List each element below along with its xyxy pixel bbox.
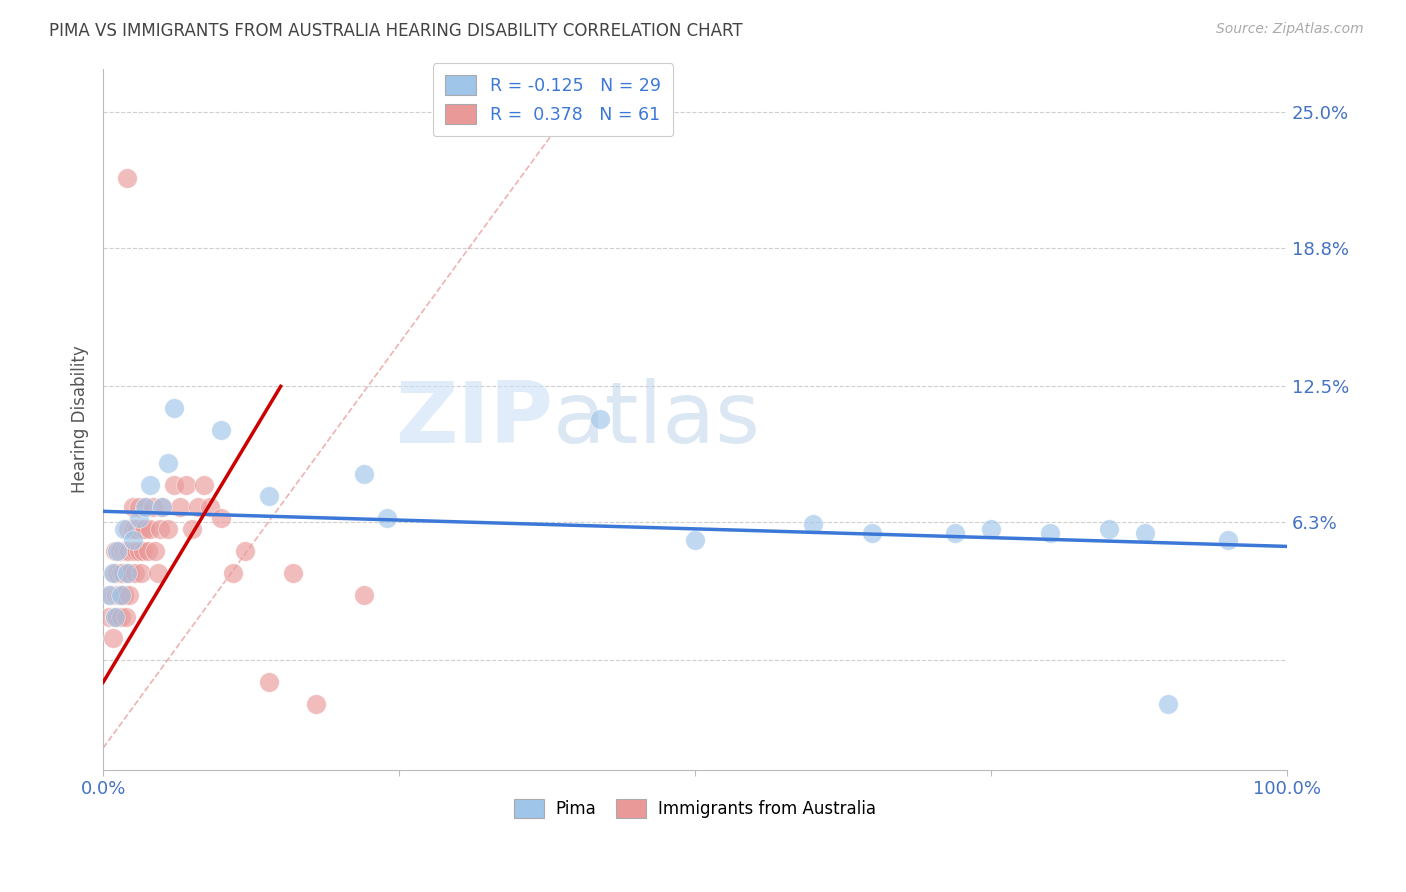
Point: [124, 566, 146, 580]
Point: [169, 500, 191, 514]
Point: [105, 588, 128, 602]
Point: [375, 511, 398, 525]
Point: [110, 588, 132, 602]
Text: Source: ZipAtlas.com: Source: ZipAtlas.com: [1216, 22, 1364, 37]
Point: [110, 609, 132, 624]
Point: [353, 588, 375, 602]
Y-axis label: Hearing Disability: Hearing Disability: [72, 345, 89, 493]
Point: [136, 543, 159, 558]
Point: [129, 566, 152, 580]
Point: [115, 171, 138, 186]
Point: [114, 522, 136, 536]
Point: [211, 423, 233, 437]
Point: [125, 543, 148, 558]
Point: [980, 522, 1002, 536]
Point: [128, 500, 150, 514]
Point: [1216, 533, 1239, 547]
Point: [305, 698, 328, 712]
Point: [193, 478, 215, 492]
Point: [128, 543, 150, 558]
Point: [101, 566, 124, 580]
Point: [281, 566, 304, 580]
Point: [104, 543, 127, 558]
Point: [157, 522, 180, 536]
Point: [163, 478, 186, 492]
Point: [257, 675, 280, 690]
Point: [1133, 526, 1156, 541]
Point: [1098, 522, 1121, 536]
Point: [143, 543, 166, 558]
Point: [233, 543, 256, 558]
Point: [150, 500, 173, 514]
Point: [589, 412, 612, 426]
Point: [198, 500, 221, 514]
Point: [101, 632, 124, 646]
Point: [222, 566, 245, 580]
Point: [100, 588, 122, 602]
Point: [142, 500, 165, 514]
Point: [107, 588, 129, 602]
Point: [157, 456, 180, 470]
Point: [98, 609, 121, 624]
Point: [115, 543, 138, 558]
Point: [114, 609, 136, 624]
Point: [121, 543, 143, 558]
Point: [98, 588, 121, 602]
Point: [111, 588, 134, 602]
Point: [103, 566, 125, 580]
Point: [139, 522, 162, 536]
Point: [163, 401, 186, 416]
Point: [112, 566, 135, 580]
Point: [104, 609, 127, 624]
Point: [114, 543, 136, 558]
Point: [134, 522, 156, 536]
Point: [128, 511, 150, 525]
Point: [134, 500, 156, 514]
Point: [118, 543, 141, 558]
Point: [132, 543, 155, 558]
Point: [121, 522, 143, 536]
Point: [683, 533, 706, 547]
Point: [146, 566, 169, 580]
Point: [801, 517, 824, 532]
Point: [104, 609, 127, 624]
Point: [150, 500, 173, 514]
Point: [117, 522, 139, 536]
Point: [115, 566, 138, 580]
Text: atlas: atlas: [553, 377, 761, 461]
Point: [105, 566, 128, 580]
Point: [1157, 698, 1180, 712]
Point: [108, 543, 131, 558]
Point: [862, 526, 884, 541]
Point: [118, 588, 141, 602]
Point: [135, 500, 157, 514]
Point: [174, 478, 197, 492]
Point: [110, 566, 132, 580]
Point: [105, 609, 128, 624]
Point: [122, 522, 145, 536]
Point: [105, 543, 128, 558]
Point: [187, 500, 209, 514]
Legend: Pima, Immigrants from Australia: Pima, Immigrants from Australia: [508, 792, 883, 825]
Point: [121, 533, 143, 547]
Text: PIMA VS IMMIGRANTS FROM AUSTRALIA HEARING DISABILITY CORRELATION CHART: PIMA VS IMMIGRANTS FROM AUSTRALIA HEARIN…: [49, 22, 742, 40]
Point: [121, 500, 143, 514]
Point: [120, 566, 142, 580]
Point: [943, 526, 966, 541]
Point: [353, 467, 375, 481]
Point: [1039, 526, 1062, 541]
Point: [127, 522, 149, 536]
Point: [211, 511, 233, 525]
Text: ZIP: ZIP: [395, 377, 553, 461]
Point: [257, 489, 280, 503]
Point: [114, 588, 136, 602]
Point: [139, 478, 162, 492]
Point: [115, 566, 138, 580]
Point: [131, 522, 153, 536]
Point: [149, 522, 172, 536]
Point: [180, 522, 202, 536]
